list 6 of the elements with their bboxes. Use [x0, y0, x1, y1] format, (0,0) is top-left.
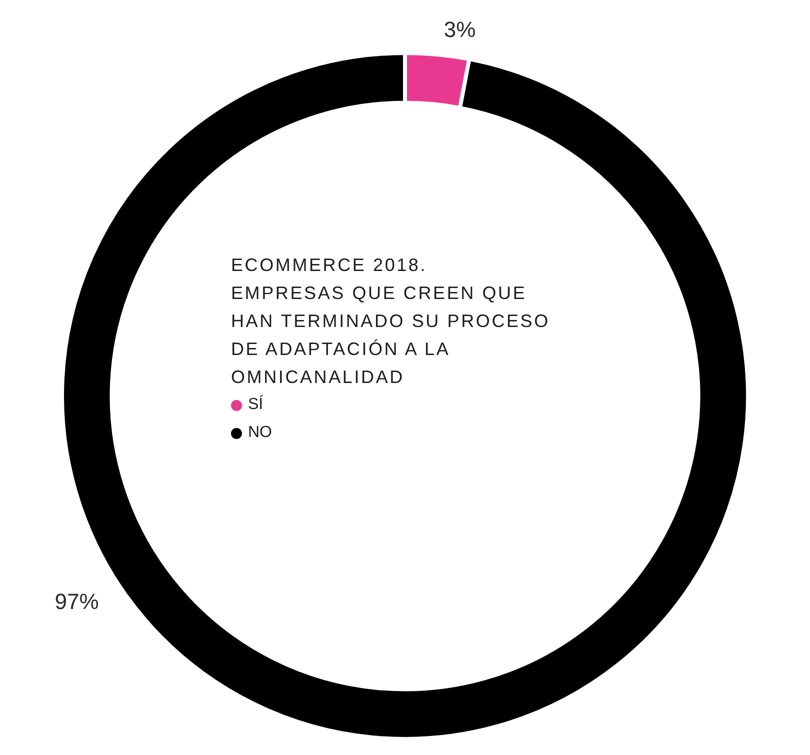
- data-label: 97%: [54, 588, 99, 614]
- text: ECOMMERCE 2018.: [231, 254, 428, 277]
- data-label: 3%: [444, 17, 476, 42]
- legend-label: SÍ: [248, 394, 264, 415]
- text: EMPRESAS QUE CREEN QUE HAN TERMINADO SU PROCESO DE ADAPTACIÓN A LA OMNICANALIDAD: [231, 282, 551, 389]
- legend-label: NO: [248, 423, 272, 443]
